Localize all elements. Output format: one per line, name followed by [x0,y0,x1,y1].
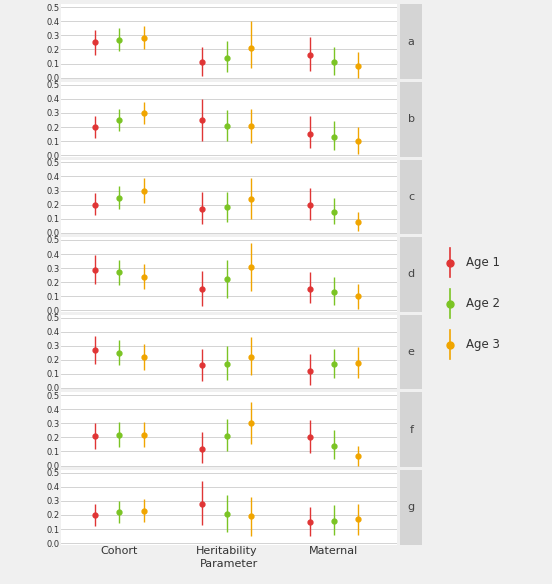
Text: c: c [408,192,415,202]
Text: e: e [408,347,415,357]
Text: d: d [408,269,415,280]
Text: a: a [408,37,415,47]
X-axis label: Parameter: Parameter [200,559,258,569]
Text: Age 2: Age 2 [466,297,501,310]
Text: g: g [408,502,415,512]
Text: Age 3: Age 3 [466,338,500,351]
Text: b: b [408,114,415,124]
Text: Age 1: Age 1 [466,256,501,269]
Text: f: f [409,425,413,434]
